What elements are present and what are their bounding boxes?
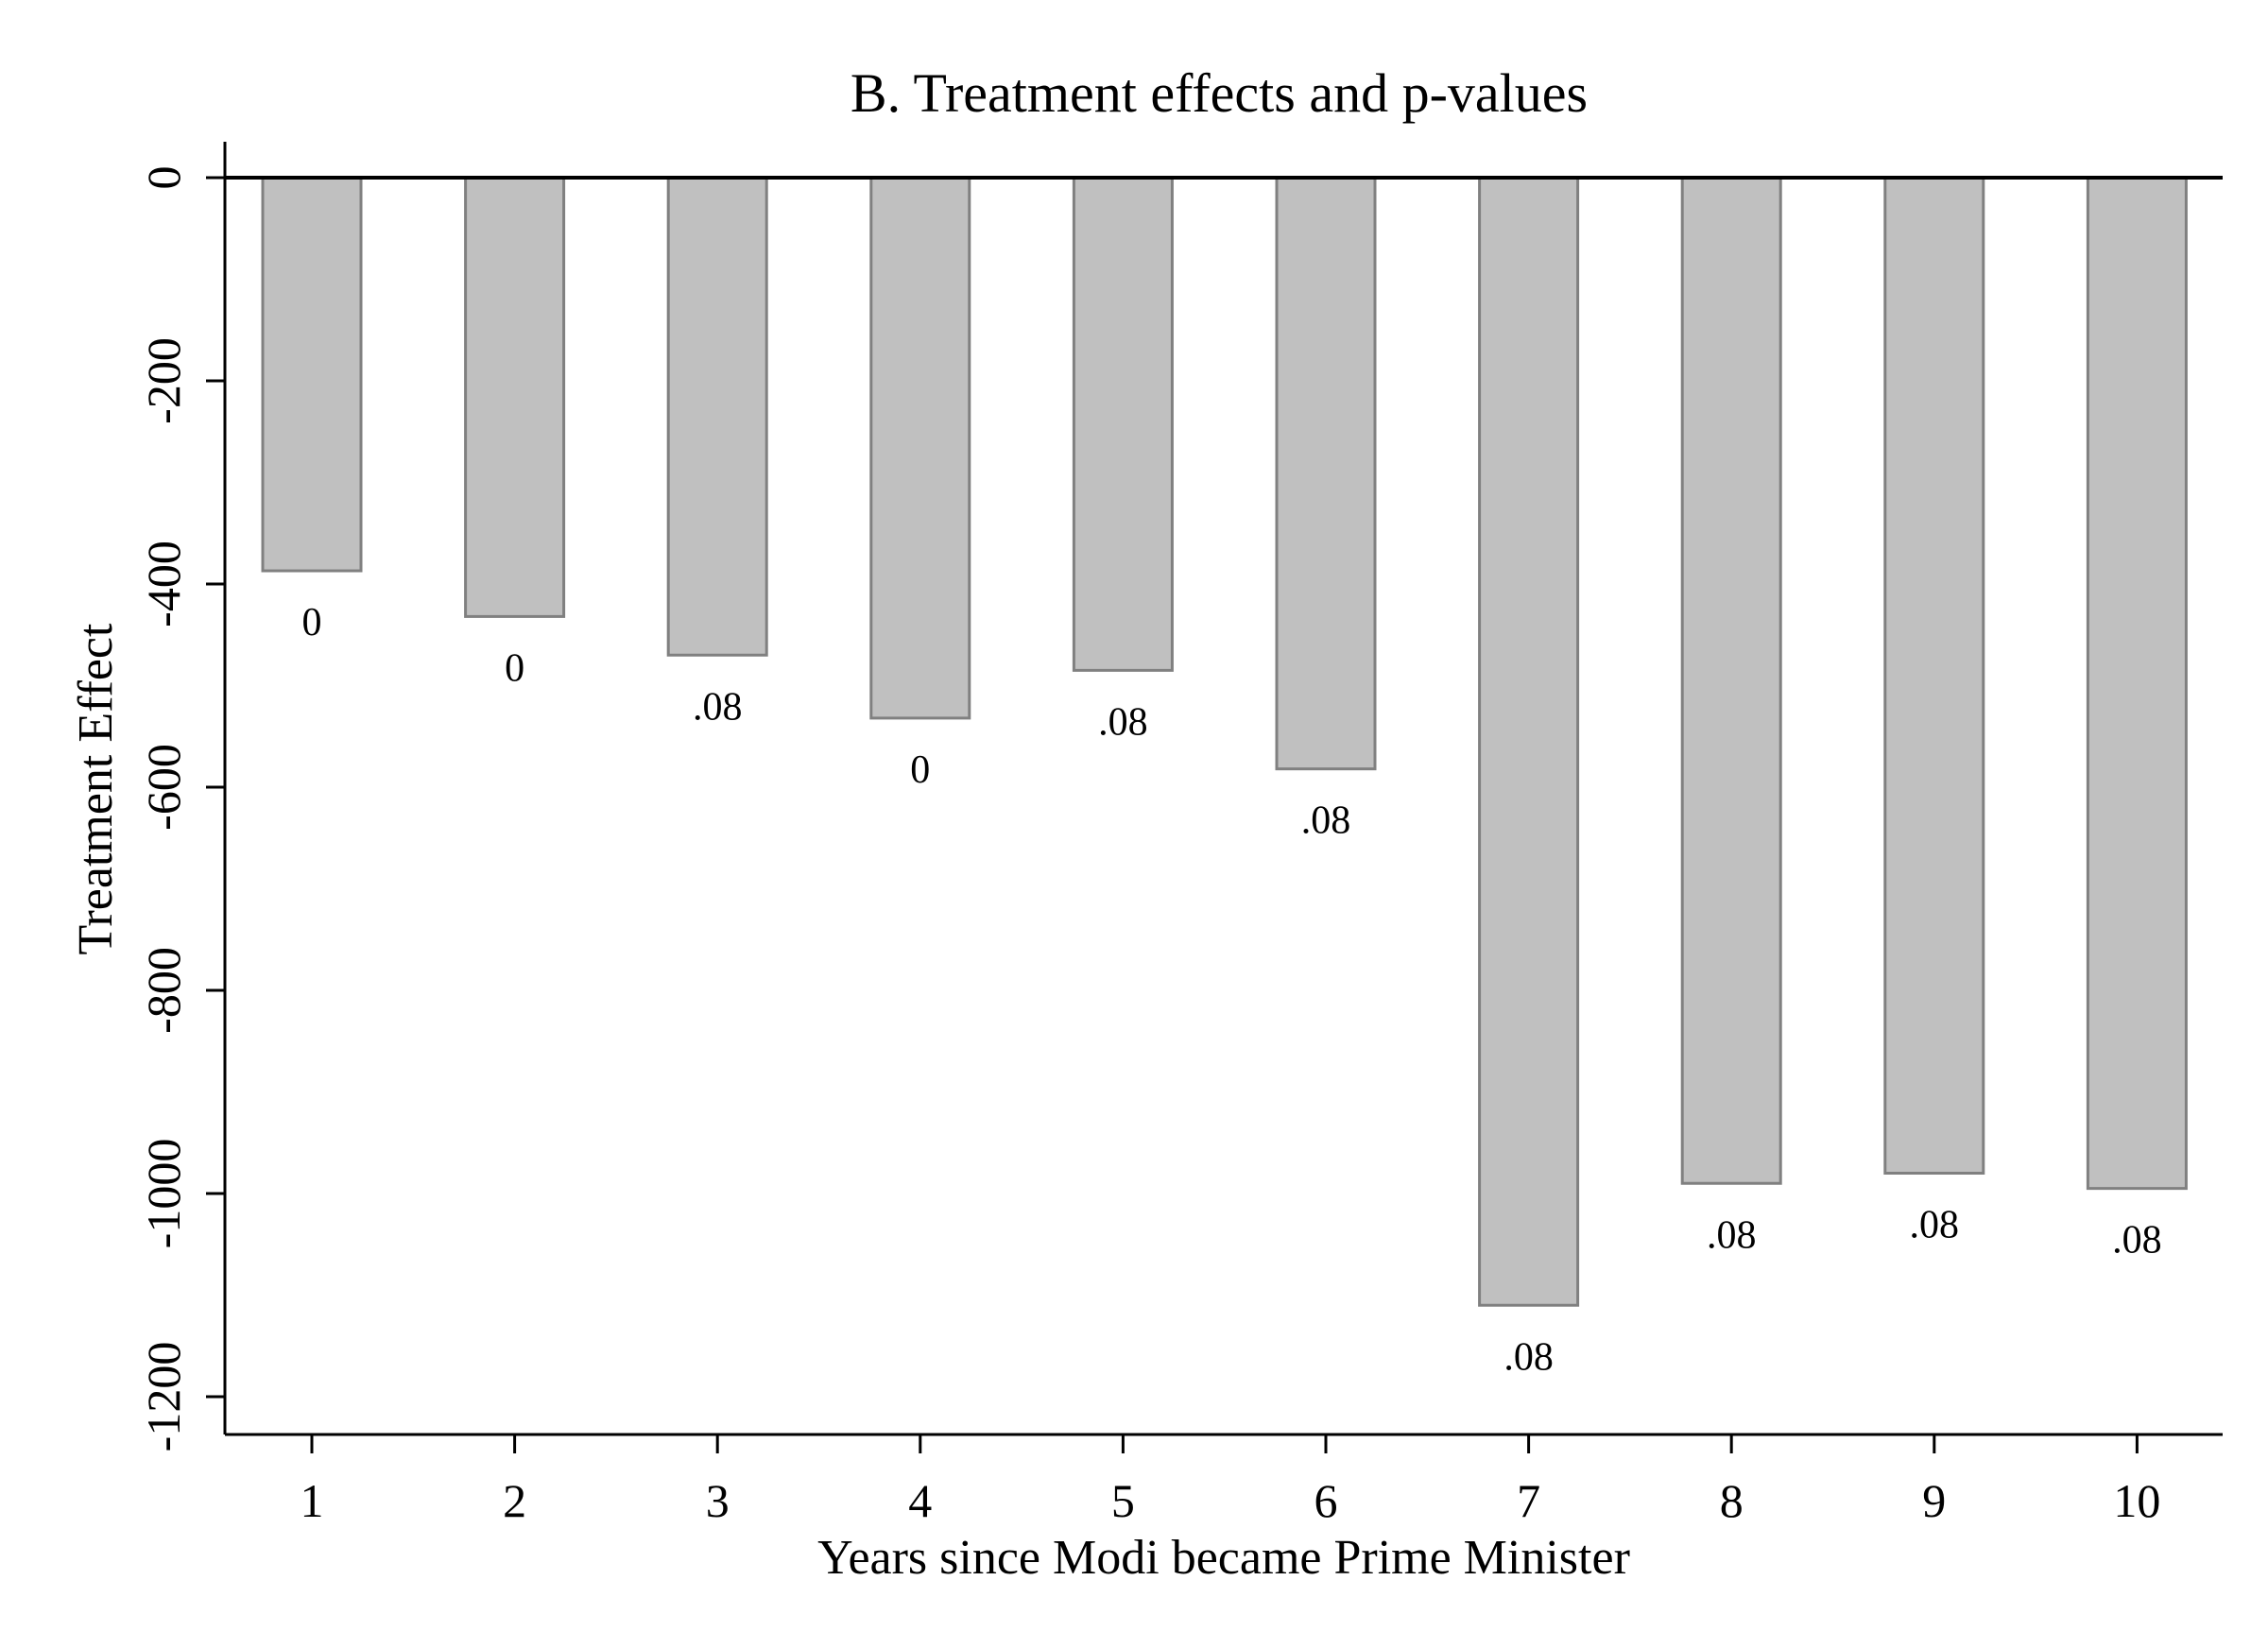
bar-7 <box>1478 176 1580 1307</box>
x-tick-label-4: 4 <box>908 1474 932 1527</box>
bar-4 <box>869 176 971 720</box>
bar-label-3: .08 <box>693 685 743 729</box>
y-tick-label-0: 0 <box>137 166 190 190</box>
bars <box>261 176 2188 1307</box>
y-tick-label--200: -200 <box>137 337 190 424</box>
y-tick-label--1200: -1200 <box>137 1342 190 1452</box>
bar-label-8: .08 <box>1707 1213 1757 1257</box>
bar-label-10: .08 <box>2112 1219 2162 1263</box>
bar-8 <box>1680 176 1782 1185</box>
bar-2 <box>464 176 566 618</box>
x-tick-label-7: 7 <box>1517 1474 1540 1527</box>
bar-label-5: .08 <box>1098 700 1148 744</box>
x-tick-label-9: 9 <box>1922 1474 1946 1527</box>
x-tick-label-3: 3 <box>706 1474 730 1527</box>
bar-9 <box>1883 176 1985 1175</box>
bar-label-9: .08 <box>1910 1204 1960 1247</box>
bar-1 <box>261 176 363 573</box>
bar-label-2: 0 <box>505 646 524 690</box>
y-tick-label--400: -400 <box>137 541 190 627</box>
plot-area: 0 0 .08 0 .08 .08 .08 .08 .08 .08 <box>261 176 2188 1379</box>
bar-label-7: .08 <box>1503 1335 1554 1379</box>
x-tick-label-8: 8 <box>1720 1474 1744 1527</box>
bar-label-6: .08 <box>1301 799 1351 843</box>
y-tick-label--1000: -1000 <box>137 1139 190 1249</box>
bar-3 <box>666 176 768 657</box>
y-ticks: 0 -200 -400 -600 -800 -1000 -1200 <box>137 166 225 1452</box>
y-axis: 0 -200 -400 -600 -800 -1000 -1200 <box>137 142 227 1452</box>
x-tick-label-1: 1 <box>301 1474 324 1527</box>
y-axis-label: Treatment Effect <box>69 623 123 954</box>
y-tick-label--800: -800 <box>137 947 190 1034</box>
x-axis: 1 2 3 4 5 6 7 8 9 10 <box>225 1433 2223 1527</box>
x-axis-label: Years since Modi became Prime Minister <box>817 1531 1630 1585</box>
y-tick-label--600: -600 <box>137 744 190 831</box>
bar-5 <box>1072 176 1174 672</box>
x-tick-label-2: 2 <box>503 1474 526 1527</box>
bar-label-1: 0 <box>302 601 322 644</box>
bar-label-4: 0 <box>910 748 930 792</box>
bar-6 <box>1275 176 1377 771</box>
chart-title: B. Treatment effects and p-values <box>850 62 1588 124</box>
x-tick-label-5: 5 <box>1111 1474 1135 1527</box>
bar-10 <box>2086 176 2188 1191</box>
x-tick-label-6: 6 <box>1314 1474 1338 1527</box>
x-ticks: 1 2 3 4 5 6 7 8 9 10 <box>301 1434 2160 1527</box>
bar-value-labels: 0 0 .08 0 .08 .08 .08 .08 .08 .08 <box>302 601 2162 1379</box>
x-tick-label-10: 10 <box>2113 1474 2160 1527</box>
